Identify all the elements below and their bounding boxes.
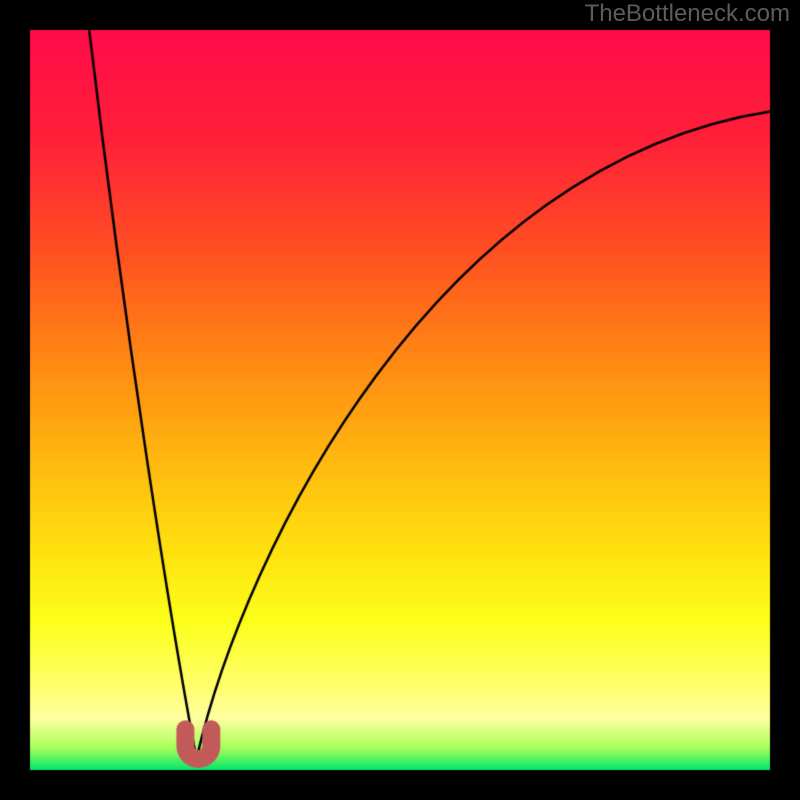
watermark-text: TheBottleneck.com — [585, 0, 790, 28]
bottleneck-chart-canvas — [0, 0, 800, 800]
chart-container: TheBottleneck.com — [0, 0, 800, 800]
